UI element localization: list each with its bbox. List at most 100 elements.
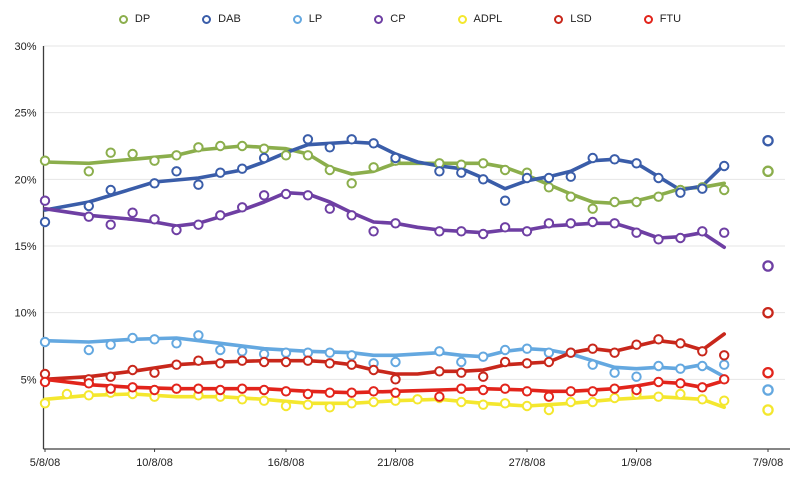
poll-point-DP bbox=[368, 162, 379, 173]
legend-label: ADPL bbox=[473, 12, 503, 25]
legend-label: LP bbox=[308, 12, 323, 25]
poll-point-CP bbox=[105, 219, 116, 230]
final-result-marker-CP bbox=[762, 260, 774, 272]
poll-point-DAB bbox=[346, 134, 357, 145]
poll-point-DP bbox=[302, 150, 314, 161]
poll-point-DAB bbox=[368, 138, 379, 149]
poll-point-LSD bbox=[521, 358, 533, 369]
poll-point-ADPL bbox=[280, 400, 292, 412]
x-axis-tick-label: 1/9/08 bbox=[621, 457, 652, 469]
trend-line-ADPL bbox=[43, 392, 727, 410]
poll-point-LSD bbox=[565, 347, 576, 358]
poll-point-LSD bbox=[368, 364, 379, 376]
poll-point-FTU bbox=[390, 387, 401, 398]
poll-point-LSD bbox=[609, 347, 620, 358]
poll-point-DAB bbox=[193, 179, 204, 190]
poll-point-FTU bbox=[215, 384, 226, 396]
legend-item-DP: DP bbox=[118, 13, 150, 25]
poll-point-DP bbox=[631, 196, 642, 208]
poll-point-DP bbox=[171, 150, 182, 161]
poll-point-ADPL bbox=[324, 402, 335, 413]
poll-point-LP bbox=[280, 347, 292, 358]
poll-point-DP bbox=[215, 140, 226, 152]
y-axis-tick-label: 20% bbox=[14, 174, 36, 186]
poll-point-DAB bbox=[237, 163, 248, 174]
legend-label: CP bbox=[390, 12, 406, 25]
poll-point-CP bbox=[215, 210, 226, 221]
poll-point-CP bbox=[39, 195, 51, 206]
poll-point-LSD bbox=[171, 359, 182, 370]
poll-point-DAB bbox=[171, 166, 182, 177]
poll-point-CP bbox=[675, 232, 686, 244]
poll-point-FTU bbox=[280, 386, 292, 397]
poll-point-LSD bbox=[390, 374, 401, 385]
poll-point-LSD bbox=[587, 343, 598, 354]
legend-item-DAB: DAB bbox=[202, 13, 241, 25]
poll-point-LSD bbox=[127, 364, 138, 376]
poll-point-LP bbox=[39, 336, 51, 348]
poll-point-DP bbox=[587, 203, 598, 214]
poll-point-DAB bbox=[499, 195, 511, 206]
poll-point-ADPL bbox=[83, 390, 95, 401]
poll-point-ADPL bbox=[543, 404, 555, 416]
poll-point-FTU bbox=[105, 383, 116, 394]
poll-point-LP bbox=[83, 344, 95, 356]
poll-point-DP bbox=[653, 191, 664, 202]
poll-point-LSD bbox=[478, 371, 489, 382]
poll-point-DP bbox=[39, 155, 51, 166]
poll-point-DAB bbox=[565, 171, 576, 182]
poll-point-FTU bbox=[83, 378, 95, 389]
poll-point-FTU bbox=[478, 384, 489, 396]
poll-point-FTU bbox=[171, 383, 182, 394]
poll-point-LP bbox=[434, 346, 445, 357]
poll-point-DP bbox=[105, 147, 116, 158]
poll-point-LP bbox=[587, 359, 598, 370]
legend-item-CP: CP bbox=[374, 12, 406, 25]
poll-point-DP bbox=[280, 150, 292, 161]
poll-point-CP bbox=[478, 228, 489, 240]
poll-point-LP bbox=[697, 360, 708, 372]
poll-point-FTU bbox=[346, 387, 357, 398]
poll-point-CP bbox=[302, 190, 314, 201]
y-axis-tick-label: 25% bbox=[14, 108, 36, 120]
poll-point-DAB bbox=[215, 167, 226, 178]
poll-point-LP bbox=[609, 367, 620, 378]
poll-point-ADPL bbox=[258, 395, 270, 406]
poll-point-LSD bbox=[324, 358, 335, 369]
poll-point-LSD bbox=[149, 367, 160, 378]
x-axis-tick-label: 7/9/08 bbox=[753, 457, 784, 469]
poll-point-FTU bbox=[499, 383, 511, 394]
poll-point-LSD bbox=[302, 355, 314, 366]
poll-point-DAB bbox=[456, 167, 467, 178]
legend-item-ADPL: ADPL bbox=[457, 12, 503, 25]
poll-point-CP bbox=[719, 227, 730, 238]
poll-point-FTU bbox=[521, 386, 533, 397]
final-result-marker-DP bbox=[762, 165, 774, 178]
poll-point-ADPL bbox=[478, 399, 489, 410]
poll-point-CP bbox=[171, 224, 182, 236]
poll-point-LP bbox=[719, 359, 730, 370]
poll-point-DP bbox=[324, 164, 335, 176]
poll-point-ADPL bbox=[368, 396, 379, 408]
poll-point-DP bbox=[193, 142, 204, 153]
poll-point-LP bbox=[675, 363, 686, 374]
poll-point-LP bbox=[149, 334, 160, 345]
poll-point-FTU bbox=[127, 382, 138, 393]
legend-marker-icon bbox=[457, 14, 467, 24]
poll-point-ADPL bbox=[697, 394, 708, 405]
poll-point-DAB bbox=[521, 172, 533, 184]
poll-point-LP bbox=[215, 344, 226, 356]
poll-point-CP bbox=[280, 188, 292, 200]
trend-line-LP bbox=[43, 336, 727, 379]
poll-point-LSD bbox=[215, 358, 226, 369]
poll-point-DP bbox=[83, 166, 95, 177]
poll-point-CP bbox=[543, 218, 555, 229]
poll-point-DAB bbox=[39, 216, 51, 228]
poll-point-LP bbox=[478, 351, 489, 362]
x-axis-tick-label: 21/8/08 bbox=[377, 457, 414, 469]
x-axis-tick-label: 5/8/08 bbox=[30, 457, 61, 469]
legend-item-LP: LP bbox=[292, 12, 323, 25]
poll-point-DP bbox=[543, 182, 555, 193]
poll-point-FTU bbox=[675, 378, 686, 389]
